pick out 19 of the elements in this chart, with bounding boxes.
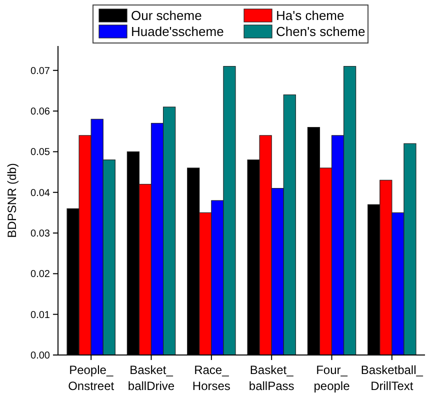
x-tick-label: Race_ Horses — [192, 363, 230, 393]
y-tick-label: 0.05 — [30, 147, 50, 158]
x-tick-label: Basket_ ballDrive — [128, 363, 175, 393]
legend-label: Our scheme — [131, 8, 202, 23]
legend-label: Ha's cheme — [276, 8, 344, 23]
y-tick-label: 0.07 — [30, 66, 50, 77]
legend-label: Chen's scheme — [276, 24, 366, 39]
y-tick-label: 0.01 — [30, 310, 50, 321]
y-tick-label: 0.00 — [30, 350, 50, 362]
x-tick-label: Four_ people — [314, 363, 350, 393]
legend-label: Huade'sscheme — [131, 24, 224, 39]
y-axis-title: BDPSNR (db) — [5, 163, 19, 238]
x-tick-label: People_ Onstreet — [68, 363, 115, 393]
y-tick-label: 0.04 — [30, 188, 50, 199]
y-tick-label: 0.06 — [30, 106, 50, 118]
x-tick-label: Basketball_ DrillText — [360, 363, 424, 393]
y-tick-label: 0.02 — [30, 269, 50, 280]
y-tick-label: 0.03 — [30, 228, 50, 240]
x-tick-label: Basket_ ballPass — [248, 363, 294, 393]
